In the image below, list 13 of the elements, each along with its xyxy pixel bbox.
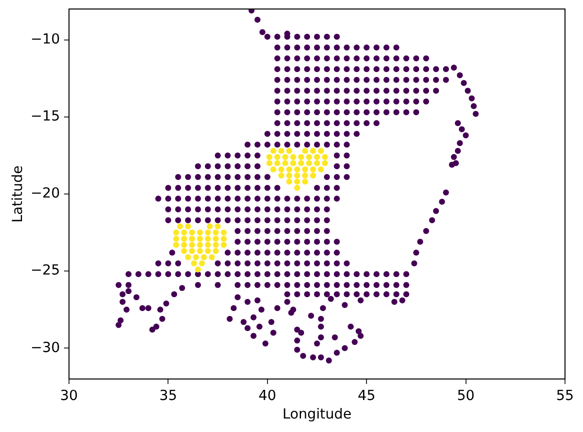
x-tick-label: 35 <box>159 388 178 404</box>
y-tick-label: −30 <box>30 340 60 356</box>
x-tick-label: 55 <box>556 388 574 404</box>
y-axis-title: Latitude <box>10 165 26 223</box>
x-axis-title: Longitude <box>282 406 352 422</box>
y-tick-label: −10 <box>30 31 60 48</box>
y-tick-label: −25 <box>30 262 60 279</box>
x-tick-label: 45 <box>358 388 376 404</box>
x-tick-label: 50 <box>456 388 475 404</box>
x-tick-label: 40 <box>258 388 276 404</box>
y-tick-label: −20 <box>30 186 60 202</box>
y-tick-label: −15 <box>30 108 60 125</box>
x-tick-label: 30 <box>60 388 78 404</box>
